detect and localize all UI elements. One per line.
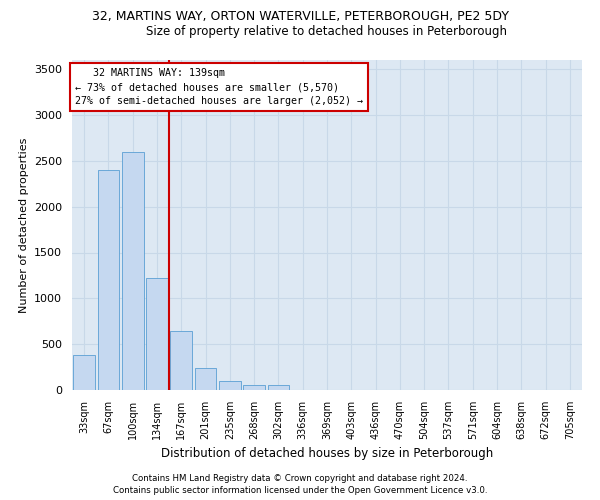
- Bar: [146, 278, 168, 390]
- Bar: [268, 386, 289, 390]
- Text: 32, MARTINS WAY, ORTON WATERVILLE, PETERBOROUGH, PE2 5DY: 32, MARTINS WAY, ORTON WATERVILLE, PETER…: [91, 10, 509, 23]
- Bar: [122, 152, 143, 390]
- Bar: [243, 384, 265, 390]
- X-axis label: Distribution of detached houses by size in Peterborough: Distribution of detached houses by size …: [161, 448, 493, 460]
- Bar: [73, 355, 95, 390]
- Text: 32 MARTINS WAY: 139sqm
← 73% of detached houses are smaller (5,570)
27% of semi-: 32 MARTINS WAY: 139sqm ← 73% of detached…: [74, 68, 362, 106]
- Y-axis label: Number of detached properties: Number of detached properties: [19, 138, 29, 312]
- Bar: [219, 382, 241, 390]
- Bar: [170, 332, 192, 390]
- Text: Contains HM Land Registry data © Crown copyright and database right 2024.
Contai: Contains HM Land Registry data © Crown c…: [113, 474, 487, 495]
- Title: Size of property relative to detached houses in Peterborough: Size of property relative to detached ho…: [146, 25, 508, 38]
- Bar: [97, 170, 119, 390]
- Bar: [194, 368, 217, 390]
